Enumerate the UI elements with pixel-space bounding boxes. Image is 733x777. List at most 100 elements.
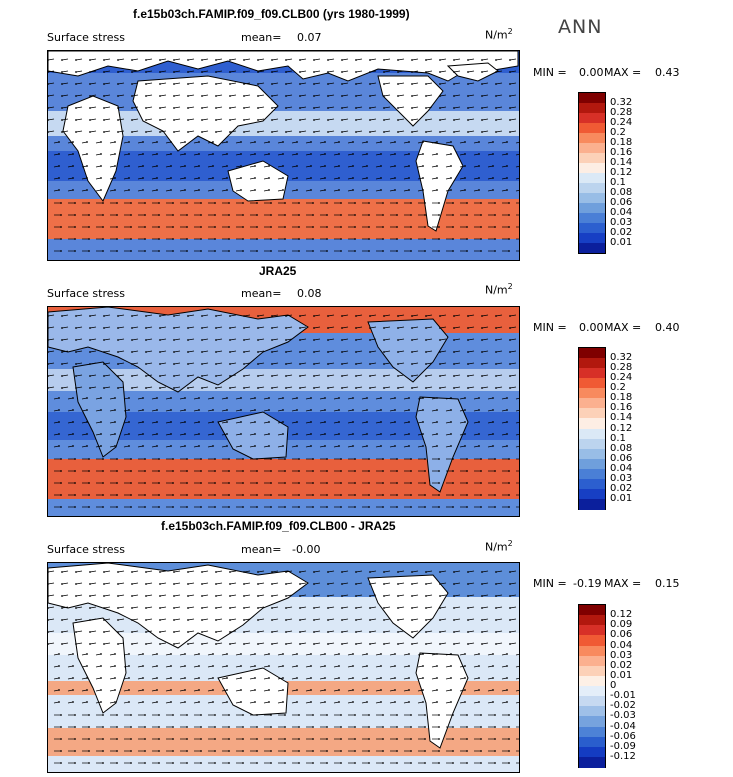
stress-vector [467,606,475,609]
stress-vector-head [159,363,161,365]
stress-vector-head [158,726,160,728]
stress-vector-head [394,177,396,179]
stress-vector [48,106,55,109]
stress-vector-head [116,214,118,216]
stress-vector-head [494,762,496,764]
max-value: 0.40 [655,321,680,334]
stress-vector-head [198,665,200,667]
stress-vector-head [172,238,174,240]
stress-vector-head [310,433,312,435]
stress-vector-head [170,397,172,399]
stress-vector-head [394,409,396,411]
stress-vector-head [450,397,452,399]
stress-vector-head [480,250,482,252]
stress-vector-head [326,214,328,216]
stress-vector [481,338,489,341]
stress-vector-head [212,433,214,435]
stress-vector-head [117,375,119,377]
stress-vector-head [61,119,63,121]
stress-vector-head [74,202,76,204]
stress-vector [341,58,349,61]
stress-vector-head [324,141,326,143]
stress-vector-head [341,71,343,73]
stress-vector [75,570,83,573]
stress-vector-head [103,107,105,109]
stress-vector-head [48,351,49,353]
stress-vector-head [48,107,49,109]
stress-vector-head [257,315,259,317]
stress-vector-head [467,363,469,365]
stress-vector-head [467,607,469,609]
stress-vector-head [254,397,256,399]
stress-vector-head [299,315,301,317]
stress-vector-head [425,375,427,377]
stress-vector-head [453,583,455,585]
stress-vector-head [201,327,203,329]
stress-vector-head [368,470,370,472]
stress-vector-head [212,409,214,411]
stress-vector [285,362,293,365]
stress-vector-head [58,409,60,411]
stress-vector-head [354,250,356,252]
colorbar-segment [579,233,605,243]
stress-vector-head [340,750,342,752]
stress-vector-head [410,226,412,228]
stress-vector-head [341,327,343,329]
stress-vector [75,338,83,341]
stress-vector [173,58,181,61]
stress-vector-head [467,327,469,329]
stress-vector-head [341,59,343,61]
stress-vector-head [355,363,357,365]
stress-vector-head [61,363,63,365]
stress-vectors [48,58,519,252]
stress-vector-head [214,714,216,716]
stress-vector-head [74,762,76,764]
stress-vector-head [450,433,452,435]
stress-vector-head [466,762,468,764]
stress-vector-head [214,482,216,484]
colorbar-segment [579,113,605,123]
stress-vector-head [144,202,146,204]
stress-vector-head [324,445,326,447]
stress-vector [131,570,139,573]
stress-vector [397,118,405,121]
stress-vector-head [425,107,427,109]
stress-vector [159,374,167,377]
stress-vector-head [495,71,497,73]
stress-vector-head [186,738,188,740]
stress-vector [159,642,167,645]
stress-vector-head [271,315,273,317]
stress-vector-head [324,433,326,435]
stress-vector-head [284,738,286,740]
stress-vector-head [117,363,119,365]
stress-vector-head [215,351,217,353]
stress-vector-head [88,750,90,752]
stress-vector [117,374,125,377]
stress-vector [271,326,279,329]
stress-vector-head [439,131,441,133]
stress-vector [145,58,153,61]
stress-vector-head [102,726,104,728]
stress-vector-head [338,689,340,691]
stress-vector [75,82,83,85]
stress-vector-head [212,677,214,679]
stress-vector-head [86,177,88,179]
stress-vector-head [60,762,62,764]
stress-vector-head [394,689,396,691]
stress-vector-head [117,71,119,73]
stress-vector-head [368,250,370,252]
stress-vector-head [271,119,273,121]
stress-vector-head [131,363,133,365]
stress-vector-head [102,714,104,716]
stress-vector [369,594,377,597]
stress-vector-head [324,421,326,423]
stress-vector [341,106,349,109]
stress-vector-head [495,619,497,621]
stress-vector-head [452,458,454,460]
stress-vector-head [228,738,230,740]
stress-vector-head [48,583,49,585]
stress-vector-head [128,421,130,423]
stress-vector-head [411,59,413,61]
stress-vector-head [242,738,244,740]
stress-vector [271,386,279,389]
